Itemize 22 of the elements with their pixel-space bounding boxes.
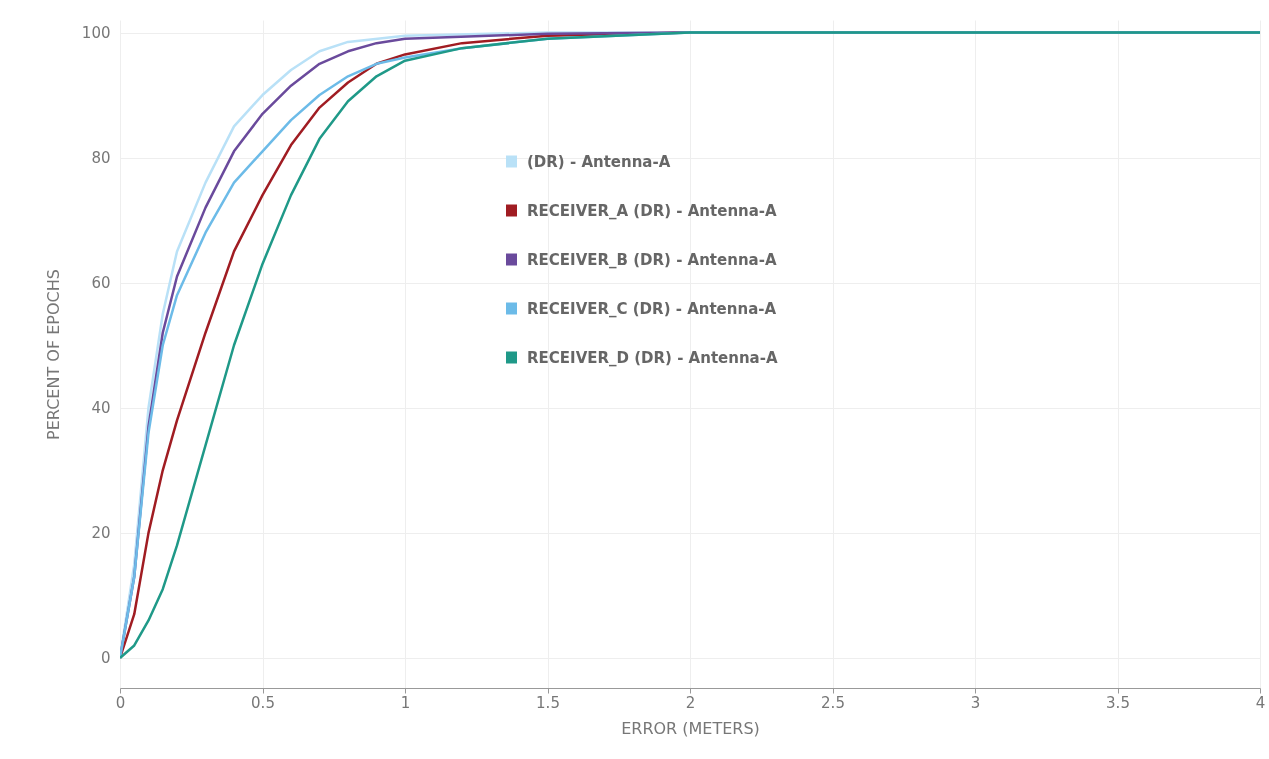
x-tick-label: 1	[400, 693, 411, 712]
y-tick-label: 40	[91, 399, 111, 418]
x-tick-label: 0	[115, 693, 126, 712]
x-axis-title: ERROR (METERS)	[621, 718, 760, 738]
y-tick-label: 100	[81, 24, 111, 43]
x-tick-label: 2.5	[821, 693, 845, 712]
y-axis-title: PERCENT OF EPOCHS	[43, 269, 63, 440]
x-tick-label: 4	[1255, 693, 1266, 712]
x-tick-label: 0.5	[251, 693, 275, 712]
legend-label: RECEIVER_C (DR) - Antenna-A	[527, 299, 777, 318]
x-tick-label: 1.5	[536, 693, 560, 712]
y-tick-label: 80	[91, 149, 111, 168]
legend-label: RECEIVER_A (DR) - Antenna-A	[527, 201, 778, 220]
x-tick-label: 2	[685, 693, 696, 712]
y-tick-label: 20	[91, 524, 111, 543]
x-tick-label: 3	[970, 693, 981, 712]
legend-label: RECEIVER_B (DR) - Antenna-A	[527, 250, 777, 269]
legend-label: (DR) - Antenna-A	[527, 152, 671, 171]
y-tick-label: 0	[100, 649, 111, 668]
x-tick-label: 3.5	[1106, 693, 1130, 712]
y-tick-label: 60	[91, 274, 111, 293]
legend-label: RECEIVER_D (DR) - Antenna-A	[527, 348, 778, 367]
